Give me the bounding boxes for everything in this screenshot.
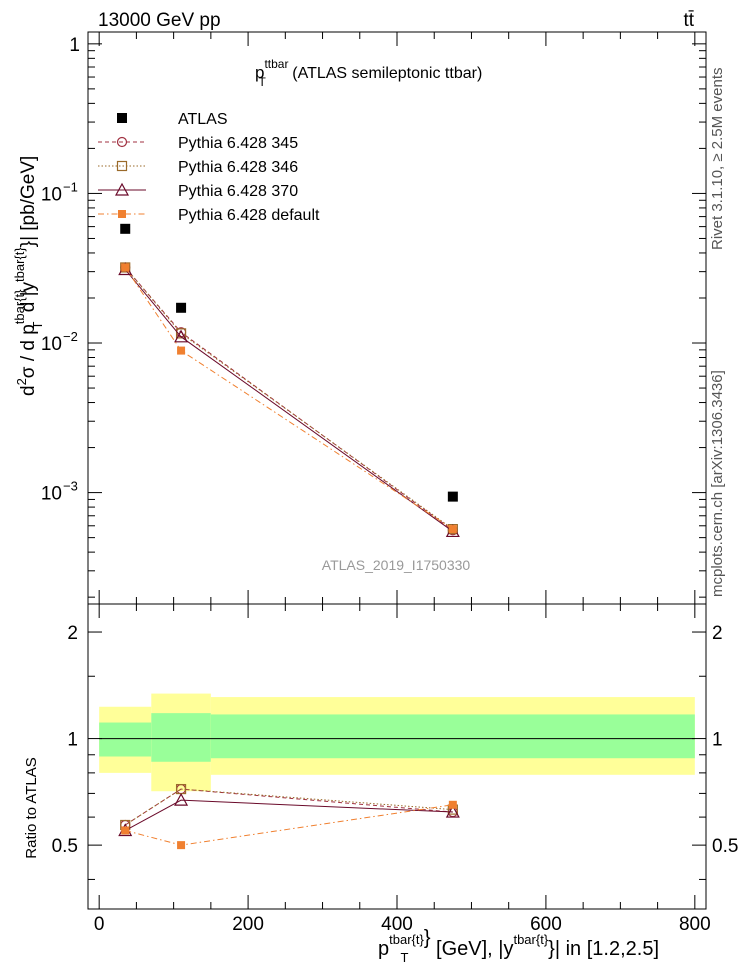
ratio-y-tick-label: 2: [67, 623, 78, 644]
ratio-y-tick-label: 1: [67, 730, 78, 751]
y-tick-exponent: −3: [63, 479, 78, 494]
x-axis-label: ptbar{t}} T [GeV], |ytbar{t}}| in [1.2,2.…: [378, 927, 659, 965]
series-line: [124, 269, 454, 532]
series-line: [124, 267, 454, 531]
x-tick-label: 800: [679, 914, 711, 935]
marker-open-triangle: [114, 182, 130, 196]
ratio-series-line: [124, 799, 453, 831]
ratio-band-inner: [99, 722, 152, 757]
process-label: tt̄: [683, 10, 694, 31]
x-tick-label: 0: [94, 914, 105, 935]
legend-label: Pythia 6.428 345: [178, 135, 298, 152]
x-tick-label: 600: [530, 914, 562, 935]
marker-filled-square-small: [448, 525, 457, 534]
legend-label: Pythia 6.428 370: [178, 183, 298, 200]
legend-label: ATLAS: [178, 111, 228, 128]
legend-label: Pythia 6.428 346: [178, 159, 298, 176]
marker-filled-square-small: [121, 263, 130, 272]
ratio-y-tick-label-right: 1: [712, 730, 723, 751]
marker-filled-square: [117, 113, 127, 123]
energy-label: 13000 GeV pp: [98, 10, 221, 31]
marker-filled-square-small: [121, 826, 130, 835]
ratio-series-line: [124, 788, 453, 826]
title-sup: ttbar: [264, 57, 288, 71]
marker-filled-square-small: [118, 210, 126, 218]
title-sub: T: [258, 75, 266, 89]
ratio-band-inner: [210, 714, 695, 759]
ratio-series-line: [124, 788, 453, 826]
y-tick-label: 10: [41, 484, 62, 505]
series-line: [124, 267, 454, 530]
bottom-ylabel: Ratio to ATLAS: [23, 757, 40, 858]
marker-filled-square: [176, 302, 187, 313]
y-tick-label: 10: [41, 334, 62, 355]
top-ylabel: d2σ / d ptbar{t}T d |ytbar{t}}| [pb/GeV]: [12, 156, 45, 396]
ratio-band-inner: [151, 713, 211, 762]
rivet-label: Rivet 3.1.10, ≥ 2.5M events: [709, 68, 726, 251]
marker-filled-square-small: [177, 346, 186, 355]
title-p: p: [255, 63, 264, 82]
ratio-y-tick-label-right: 2: [712, 623, 723, 644]
legend-label: Pythia 6.428 default: [178, 207, 320, 224]
marker-open-square: [175, 328, 187, 339]
x-tick-label: 400: [381, 914, 413, 935]
marker-open-triangle: [445, 804, 460, 818]
series-line: [124, 267, 454, 530]
marker-filled-square: [120, 223, 131, 234]
y-tick-exponent: −2: [63, 329, 78, 344]
marker-filled-square-small: [177, 841, 186, 850]
ratio-series-line: [125, 804, 453, 846]
marker-open-square: [116, 160, 128, 172]
marker-filled-square: [447, 491, 458, 502]
mcplots-label: mcplots.cern.ch [arXiv:1306.3436]: [709, 370, 726, 597]
ratio-y-tick-label-right: 0.5: [712, 836, 738, 857]
marker-open-triangle: [174, 792, 189, 806]
analysis-watermark: ATLAS_2019_I1750330: [322, 557, 471, 573]
marker-filled-square-small: [448, 800, 457, 809]
title-rest: (ATLAS semileptonic ttbar): [288, 65, 482, 82]
plot-title: pttbar T (ATLAS semileptonic ttbar): [255, 57, 482, 89]
y-tick-label: 1: [69, 35, 80, 56]
y-tick-label: 10: [41, 184, 62, 205]
y-tick-exponent: −1: [63, 179, 78, 194]
marker-open-triangle: [174, 329, 189, 343]
ratio-y-tick-label: 0.5: [52, 836, 78, 857]
x-tick-label: 200: [232, 914, 264, 935]
marker-open-circle: [116, 136, 128, 148]
